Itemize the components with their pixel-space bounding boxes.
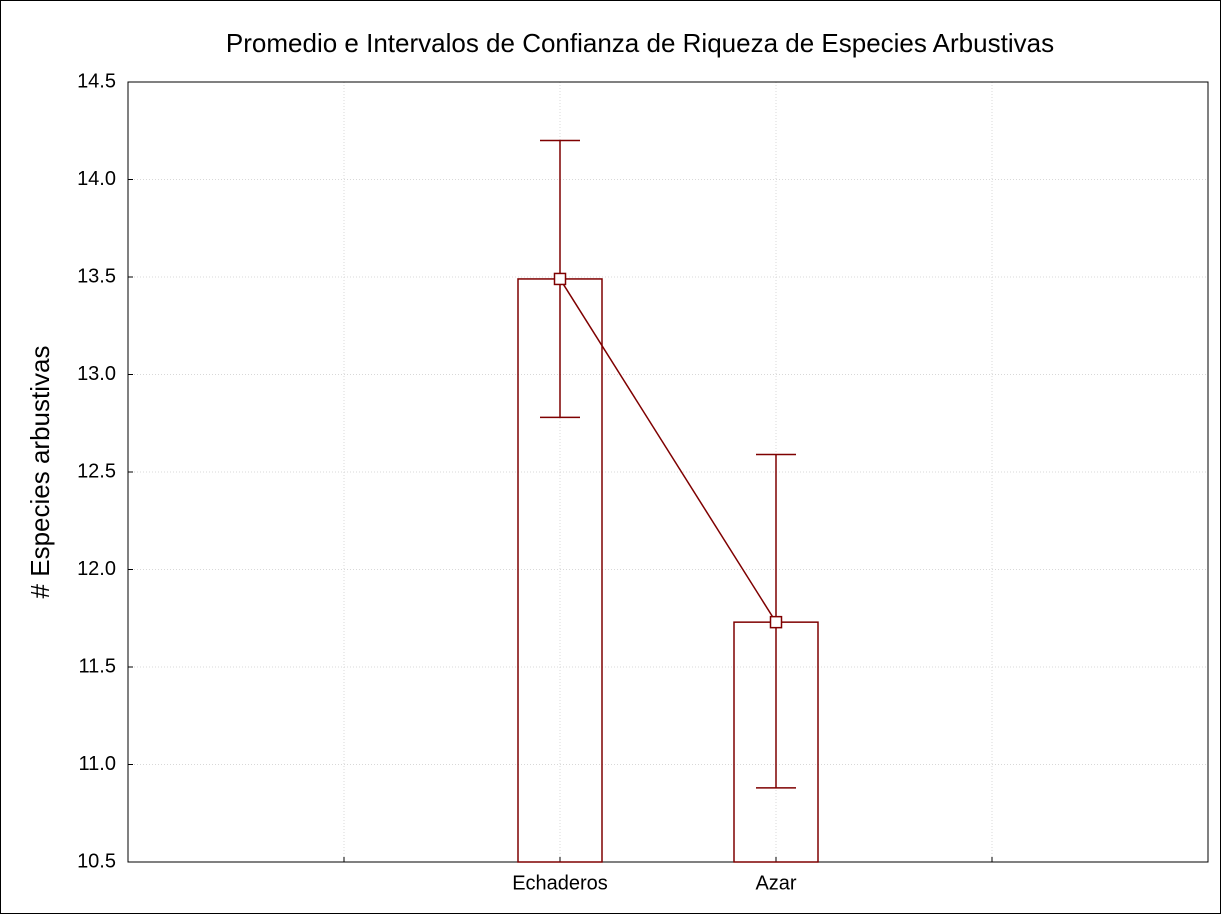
y-tick-label: 10.5 [77, 850, 116, 872]
y-tick-label: 12.0 [77, 558, 116, 580]
mean-marker [769, 615, 783, 629]
y-tick-label: 11.5 [79, 655, 116, 677]
mean-marker [553, 272, 567, 286]
y-tick-label: 14.5 [77, 70, 116, 92]
y-tick-label: 14.0 [77, 168, 116, 190]
y-tick-label: 11.0 [79, 753, 116, 775]
mean-line [559, 278, 777, 623]
x-tick-label: Echaderos [512, 872, 608, 894]
y-tick-label: 13.0 [77, 363, 116, 385]
y-tick-label: 12.5 [77, 460, 116, 482]
plot-area [127, 81, 1209, 863]
x-tick-label: Azar [755, 872, 796, 894]
y-tick-label: 13.5 [77, 265, 116, 287]
chart-title: Promedio e Intervalos de Confianza de Ri… [226, 28, 1054, 58]
y-axis-label: # Especies arbustivas [25, 346, 55, 599]
